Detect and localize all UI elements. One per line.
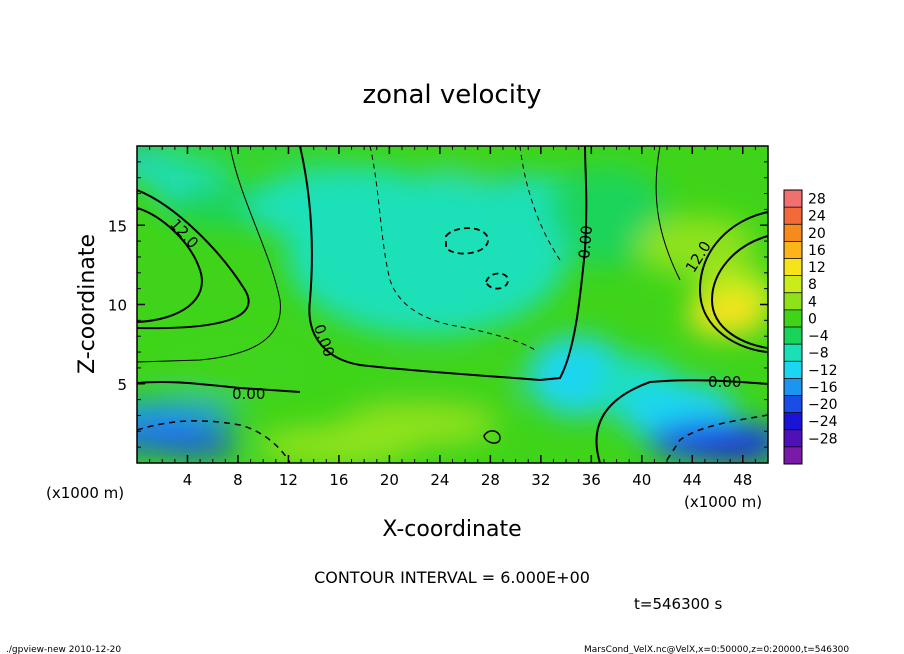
colorbar-label: −16 (808, 380, 838, 396)
colorbar-label: −4 (808, 329, 829, 345)
z-tick-label: 5 (117, 376, 127, 394)
colorbar-swatch (784, 224, 802, 242)
colorbar-label: 24 (808, 209, 826, 225)
colorbar-label: −12 (808, 363, 838, 379)
x-unit-label: (x1000 m) (46, 484, 124, 502)
contour-label-left-0: 0.00 (232, 385, 265, 403)
x-axis-label: X-coordinate (382, 517, 521, 542)
colorbar-label: 12 (808, 260, 826, 276)
footer-left: ./gpview-new 2010-12-20 (6, 645, 121, 654)
velocity-field (137, 146, 768, 463)
x-tick-label: 20 (380, 471, 399, 489)
z-axis: 5 10 15 (108, 161, 768, 448)
colorbar-swatch (784, 241, 802, 259)
colorbar-label: −28 (808, 431, 838, 447)
footer-right: MarsCond_VelX.nc@VelX,x=0:50000,z=0:2000… (584, 645, 849, 654)
colorbar-label: 0 (808, 311, 817, 327)
colorbar-swatch (784, 378, 802, 396)
colorbar-swatch (784, 395, 802, 414)
colorbar-label: −20 (808, 397, 838, 413)
x-tick-label: 44 (683, 471, 702, 489)
x-tick-label: 16 (329, 471, 348, 489)
colorbar-label: 16 (808, 243, 826, 259)
colorbar-swatch (784, 429, 802, 448)
colorbar-label: 28 (808, 192, 826, 208)
colorbar-swatch (784, 258, 802, 277)
colorbar-swatch (784, 275, 802, 294)
colorbar-swatch (784, 446, 802, 465)
colorbar-swatch (784, 190, 802, 208)
chart-title: zonal velocity (362, 80, 541, 110)
colorbar-label: 4 (808, 294, 817, 310)
x-tick-label: 36 (582, 471, 601, 489)
x-tick-label: 24 (430, 471, 449, 489)
colorbar-label: −8 (808, 346, 829, 362)
colorbar-swatch (784, 412, 802, 431)
colorbar-label: 8 (808, 277, 817, 293)
colorbar-label: −24 (808, 414, 838, 430)
x-unit-label-right: (x1000 m) (684, 493, 762, 511)
colorbar-swatch (784, 309, 802, 328)
x-tick-label: 8 (233, 471, 243, 489)
x-tick-label: 48 (733, 471, 752, 489)
contour-label-upper-0: 0.00 (575, 225, 596, 260)
x-axis: 4 8 12 16 20 24 28 32 36 40 44 48 (149, 146, 756, 489)
x-tick-label: 32 (531, 471, 550, 489)
colorbar-swatch (784, 327, 802, 345)
z-axis-label: Z-coordinate (75, 234, 100, 374)
time-label: t=546300 s (634, 595, 722, 613)
x-tick-label: 12 (279, 471, 298, 489)
z-tick-label: 15 (108, 217, 127, 235)
colorbar-swatch (784, 292, 802, 311)
colorbar-label: 20 (808, 226, 826, 242)
contour-label-right-0: 0.00 (708, 373, 741, 391)
colorbar-swatch (784, 207, 802, 225)
contour-interval: CONTOUR INTERVAL = 6.000E+00 (314, 568, 590, 587)
z-tick-label: 10 (108, 297, 127, 315)
colorbar-swatch (784, 344, 802, 362)
x-tick-label: 4 (183, 471, 193, 489)
colorbar-swatch (784, 361, 802, 379)
x-tick-label: 28 (481, 471, 500, 489)
x-tick-label: 40 (632, 471, 651, 489)
